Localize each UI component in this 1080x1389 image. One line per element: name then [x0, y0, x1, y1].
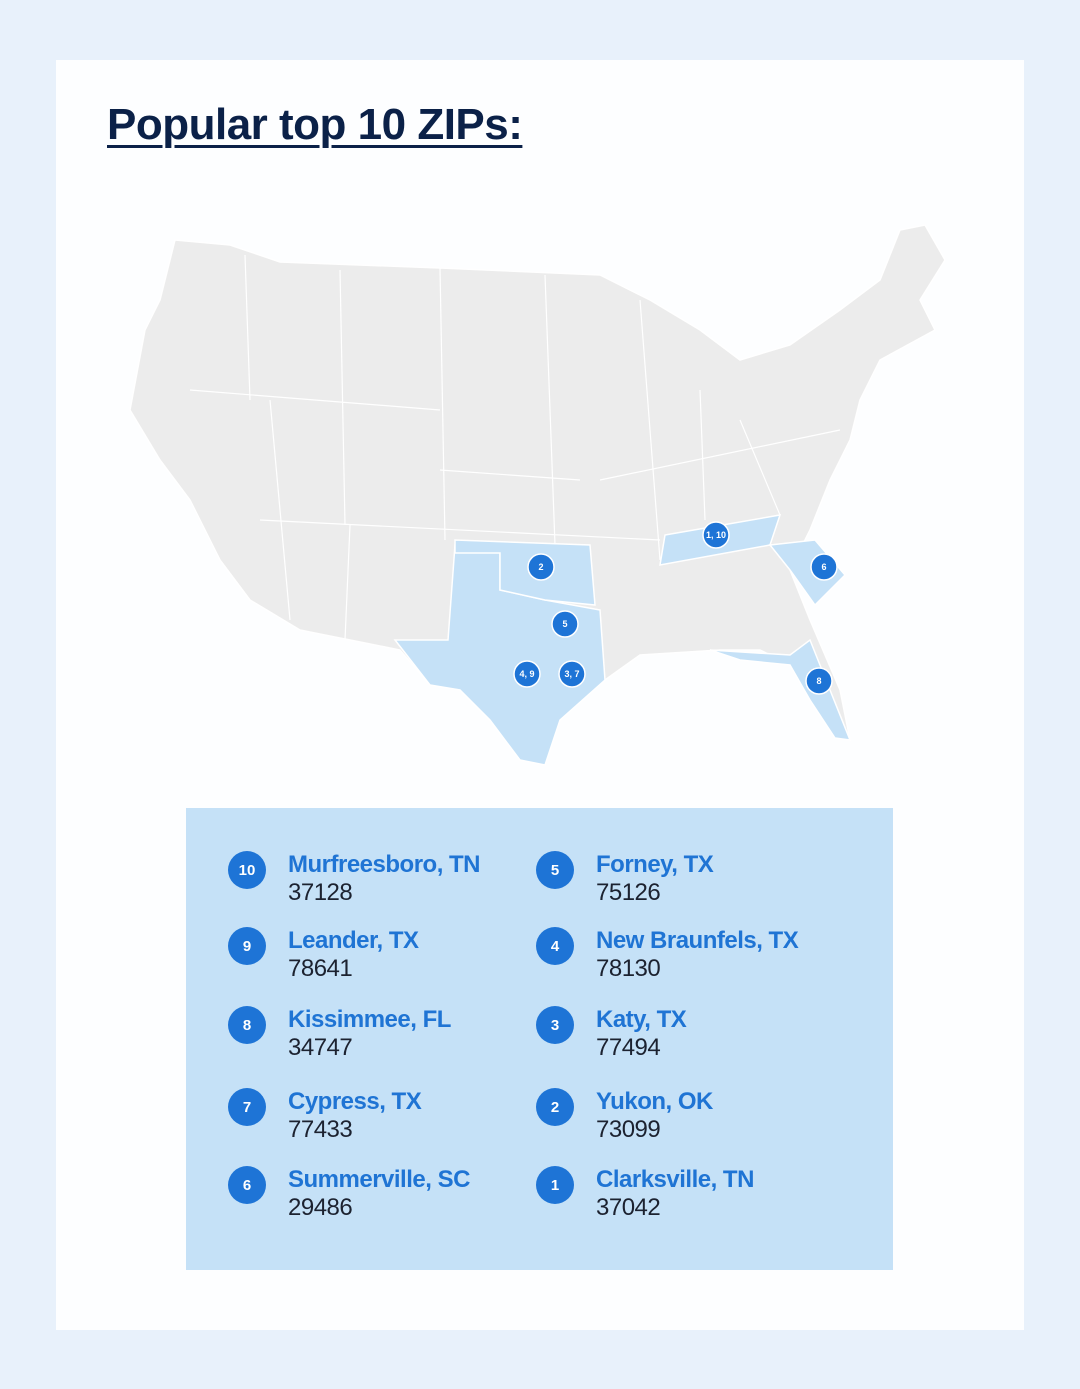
zip-code: 78130: [596, 955, 661, 982]
city-name: Yukon, OK: [596, 1088, 713, 1115]
state-borders: [189, 254, 841, 641]
city-name: Summerville, SC: [288, 1166, 470, 1193]
city-name: Cypress, TX: [288, 1088, 422, 1115]
city-name: Forney, TX: [596, 851, 714, 878]
marker-circle: [805, 667, 833, 695]
rank-badge: 5: [536, 851, 574, 889]
rank-badge: 10: [228, 851, 266, 889]
city-name: Katy, TX: [596, 1006, 687, 1033]
map-marker: 8: [805, 667, 833, 695]
zip-list-panel: 10 Murfreesboro, TN 37128 9 Leander, TX 78641…: [186, 808, 893, 1270]
rank-badge: 9: [228, 927, 266, 965]
markers: 1, 10 2 5 4, 9 3, 7 6 8: [513, 521, 838, 695]
zip-code: 37042: [596, 1194, 661, 1221]
rank-badge: 1: [536, 1166, 574, 1204]
map-marker: 2: [527, 553, 555, 581]
map-marker: 1, 10: [702, 521, 730, 549]
state-oklahoma: [454, 539, 596, 606]
zip-code: 77494: [596, 1034, 661, 1061]
zip-code: 34747: [288, 1034, 353, 1061]
zip-code: 75126: [596, 879, 661, 906]
rank-badge: 7: [228, 1088, 266, 1126]
map-marker: 3, 7: [558, 660, 586, 688]
rank-badge: 8: [228, 1006, 266, 1044]
marker-label: 1, 10: [706, 530, 726, 540]
title: Popular top 10 ZIPs:: [107, 100, 523, 149]
rank-badge: 6: [228, 1166, 266, 1204]
city-name: Clarksville, TN: [596, 1166, 754, 1193]
marker-label: 8: [816, 676, 821, 686]
map-marker: 4, 9: [513, 660, 541, 688]
marker-circle: [702, 521, 730, 549]
marker-label: 5: [562, 619, 567, 629]
zip-code: 77433: [288, 1116, 353, 1143]
marker-circle: [810, 553, 838, 581]
marker-label: 2: [538, 562, 543, 572]
marker-label: 6: [821, 562, 826, 572]
marker-label: 3, 7: [564, 669, 579, 679]
zip-code: 29486: [288, 1194, 353, 1221]
city-name: Leander, TX: [288, 927, 419, 954]
state-florida: [709, 638, 852, 741]
marker-label: 4, 9: [519, 669, 534, 679]
city-name: Kissimmee, FL: [288, 1006, 451, 1033]
marker-circle: [527, 553, 555, 581]
rank-badge: 4: [536, 927, 574, 965]
city-name: New Braunfels, TX: [596, 927, 799, 954]
marker-circle: [551, 610, 579, 638]
map-marker: 6: [810, 553, 838, 581]
rank-badge: 3: [536, 1006, 574, 1044]
rank-badge: 2: [536, 1088, 574, 1126]
marker-circle: [513, 660, 541, 688]
zip-code: 73099: [596, 1116, 661, 1143]
zip-code: 78641: [288, 955, 353, 982]
marker-circle: [558, 660, 586, 688]
zip-code: 37128: [288, 879, 353, 906]
city-name: Murfreesboro, TN: [288, 851, 481, 878]
map-marker: 5: [551, 610, 579, 638]
us-map: 1, 10 2 5 4, 9 3, 7 6 8: [129, 224, 946, 766]
